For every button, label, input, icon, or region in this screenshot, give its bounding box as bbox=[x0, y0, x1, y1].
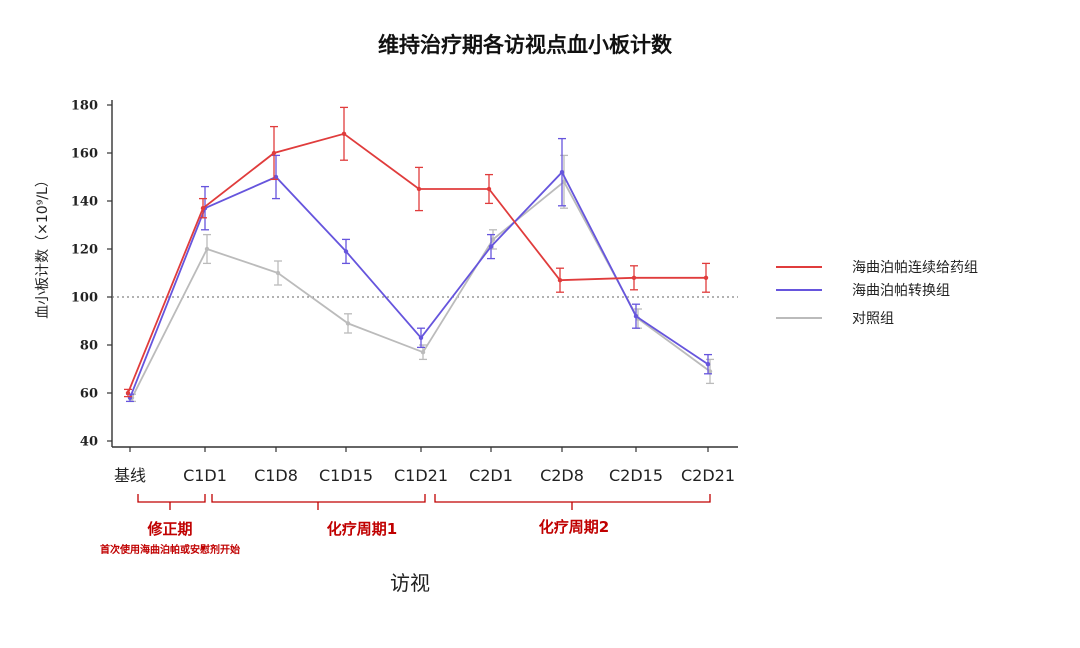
x-tick-label: C2D8 bbox=[540, 466, 584, 485]
phase-bracket bbox=[434, 494, 711, 510]
data-point bbox=[273, 174, 279, 180]
data-point bbox=[707, 369, 713, 374]
data-point bbox=[561, 179, 567, 184]
data-point bbox=[345, 321, 351, 326]
x-ticks: 基线 C1D1 C1D8 C1D15 C1D21 C2D1 C2D8 C2D15 C2D21 bbox=[114, 447, 735, 485]
data-point bbox=[631, 275, 637, 280]
data-point bbox=[204, 246, 210, 252]
axes bbox=[111, 100, 738, 448]
x-tick-label: C1D15 bbox=[319, 466, 373, 485]
y-tick-label: 160 bbox=[71, 147, 98, 162]
data-point bbox=[271, 150, 277, 156]
data-point bbox=[420, 350, 426, 355]
data-point bbox=[703, 275, 709, 280]
series-1 bbox=[124, 106, 710, 398]
x-tick-label: 基线 bbox=[114, 466, 146, 485]
phase1-note: 首次使用海曲泊帕或安慰剂开始 bbox=[100, 543, 240, 556]
phase-bracket bbox=[137, 494, 206, 510]
x-tick-label: C2D21 bbox=[681, 466, 735, 485]
data-point bbox=[200, 206, 206, 211]
y-ticks: 40 60 80 100 120 140 160 180 bbox=[71, 99, 112, 450]
data-point bbox=[486, 186, 492, 192]
x-axis-label: 访视 bbox=[390, 571, 430, 595]
phase-bracket bbox=[211, 494, 426, 510]
data-point bbox=[559, 170, 565, 175]
x-tick-label: C2D1 bbox=[469, 466, 513, 485]
y-tick-label: 140 bbox=[71, 195, 98, 210]
y-tick-label: 120 bbox=[71, 243, 98, 258]
data-point bbox=[557, 278, 563, 283]
y-tick-label: 60 bbox=[80, 387, 98, 402]
y-tick-label: 180 bbox=[71, 99, 98, 114]
phase3-label: 化疗周期2 bbox=[539, 518, 609, 536]
data-point bbox=[275, 270, 281, 276]
phase-brackets bbox=[137, 494, 711, 510]
data-point bbox=[341, 131, 347, 136]
chart-title: 维持治疗期各访视点血小板计数 bbox=[378, 33, 673, 57]
y-tick-label: 100 bbox=[71, 291, 98, 306]
series-line bbox=[127, 132, 706, 394]
data-point bbox=[416, 186, 422, 192]
y-tick-label: 40 bbox=[80, 435, 98, 450]
legend-label: 对照组 bbox=[852, 311, 894, 327]
series-2 bbox=[126, 137, 712, 403]
legend-label: 海曲泊帕转换组 bbox=[852, 282, 950, 299]
y-axis-label: 血小板计数（×10⁹/L） bbox=[35, 173, 51, 319]
phase1-label: 修正期 bbox=[146, 520, 192, 538]
x-tick-label: C1D21 bbox=[394, 466, 448, 485]
data-point bbox=[343, 249, 349, 254]
phase2-label: 化疗周期1 bbox=[327, 520, 397, 538]
legend-label: 海曲泊帕连续给药组 bbox=[852, 259, 978, 276]
y-tick-label: 80 bbox=[80, 339, 98, 354]
x-tick-label: C2D15 bbox=[609, 466, 663, 485]
data-point bbox=[633, 314, 639, 319]
series-group bbox=[124, 106, 714, 403]
data-point bbox=[490, 237, 496, 242]
data-point bbox=[705, 362, 711, 367]
data-point bbox=[488, 244, 494, 249]
data-point bbox=[125, 390, 131, 396]
x-tick-label: C1D8 bbox=[254, 466, 298, 485]
x-tick-label: C1D1 bbox=[183, 466, 227, 485]
data-point bbox=[418, 335, 424, 340]
